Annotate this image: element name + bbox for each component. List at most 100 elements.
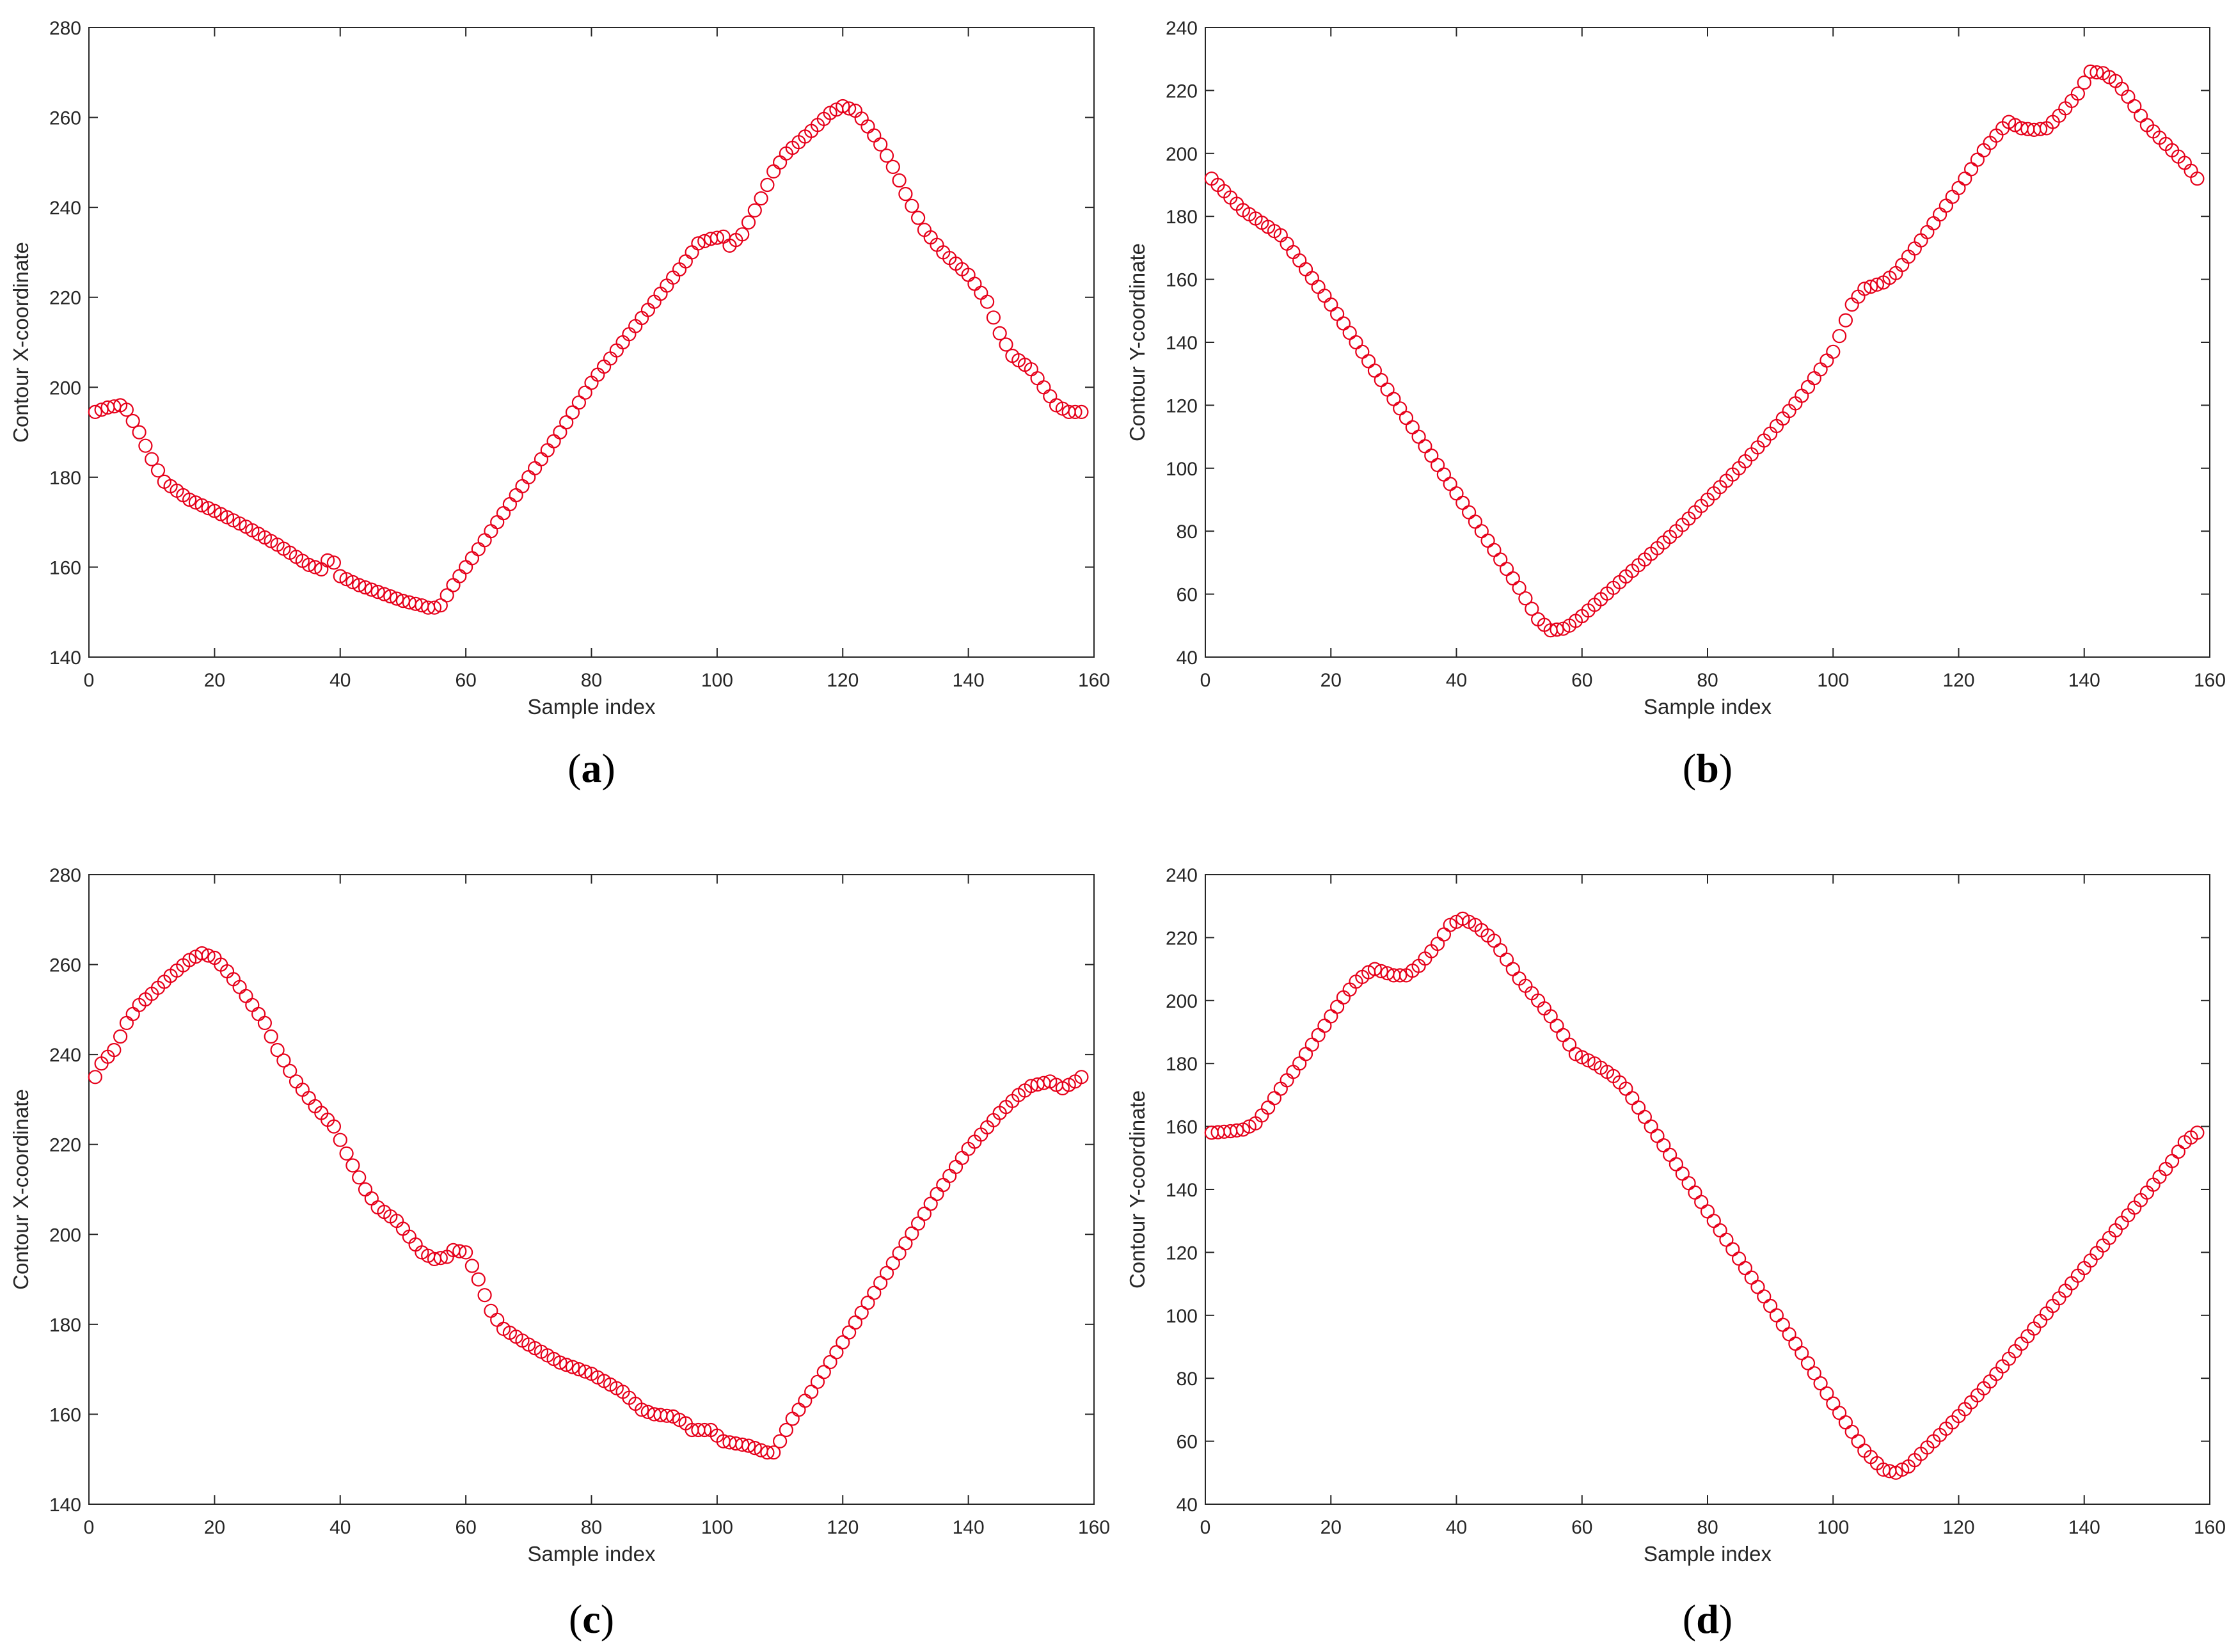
data-point: [1505, 571, 1520, 586]
data-point: [232, 980, 247, 994]
data-point: [1550, 622, 1564, 637]
data-point: [917, 1206, 932, 1221]
data-point: [860, 119, 875, 134]
data-point: [1964, 162, 1979, 177]
panel-label-close-paren: ): [1719, 1596, 1733, 1642]
data-point: [251, 1006, 266, 1022]
data-point: [816, 1365, 831, 1379]
data-point: [596, 359, 612, 374]
y-tick-label: 60: [1177, 585, 1198, 606]
data-point: [1431, 457, 1445, 473]
y-tick-label: 160: [49, 1404, 81, 1426]
x-tick-label: 0: [1200, 1517, 1211, 1538]
data-point: [2077, 75, 2091, 90]
y-tick-label: 260: [49, 955, 81, 976]
data-point: [615, 335, 630, 350]
data-point: [521, 470, 536, 485]
panel-label: (c): [569, 1596, 614, 1642]
x-tick-label: 40: [329, 670, 351, 691]
y-tick-label: 220: [1166, 81, 1198, 102]
data-point: [245, 997, 260, 1012]
series-markers: [1204, 911, 2205, 1480]
data-point: [841, 101, 857, 116]
data-point: [1550, 1019, 1564, 1033]
data-point: [571, 395, 587, 410]
data-point: [2171, 1144, 2185, 1159]
data-point: [841, 1325, 857, 1340]
data-point: [370, 584, 385, 600]
data-point: [1795, 1346, 1809, 1360]
data-point: [1393, 401, 1407, 416]
y-tick-label: 180: [1166, 1054, 1198, 1075]
data-point: [1920, 225, 1935, 239]
y-tick-label: 280: [49, 18, 81, 39]
y-tick-label: 40: [1177, 647, 1198, 669]
data-point: [1374, 372, 1388, 388]
data-point: [772, 1434, 788, 1449]
data-point: [936, 1177, 951, 1193]
data-point: [490, 1312, 505, 1327]
panel-label-open-paren: (: [1683, 1596, 1696, 1642]
x-tick-label: 80: [581, 1517, 602, 1538]
data-point: [905, 1226, 919, 1241]
data-point: [986, 310, 1001, 325]
x-tick-label: 120: [827, 1517, 859, 1538]
data-point: [1681, 1176, 1696, 1191]
x-tick-label: 40: [329, 1517, 351, 1538]
data-point: [854, 1305, 869, 1320]
data-point: [1851, 1434, 1866, 1449]
data-point: [194, 498, 209, 512]
data-point: [201, 501, 216, 516]
y-tick-label: 180: [49, 468, 81, 489]
data-point: [836, 1335, 850, 1350]
data-point: [1907, 241, 1922, 256]
data-point: [578, 385, 592, 400]
y-tick-label: 100: [1166, 1306, 1198, 1327]
data-point: [798, 1394, 813, 1408]
data-point: [1443, 477, 1457, 491]
data-point: [1838, 313, 1853, 328]
data-point: [848, 1315, 863, 1330]
data-point: [1304, 1037, 1319, 1052]
data-point: [948, 1159, 963, 1175]
data-point: [125, 1006, 140, 1022]
x-axis-label: Sample index: [528, 1542, 656, 1566]
data-point: [1800, 379, 1816, 395]
data-point: [1901, 250, 1916, 264]
data-point: [1543, 1009, 1558, 1024]
data-point: [452, 569, 467, 584]
y-tick-label: 240: [49, 198, 81, 219]
y-tick-label: 180: [49, 1315, 81, 1336]
data-point: [974, 285, 988, 300]
y-axis-label: Contour Y-coordinate: [1125, 1090, 1149, 1289]
data-point: [1255, 1108, 1269, 1123]
y-tick-label: 140: [49, 1495, 81, 1516]
data-point: [1782, 1327, 1796, 1342]
data-point: [628, 319, 643, 333]
data-point: [565, 405, 580, 420]
data-point: [591, 367, 605, 382]
data-point: [1267, 1091, 1282, 1106]
data-point: [1838, 1415, 1853, 1430]
data-point: [2159, 1161, 2173, 1177]
data-point: [132, 425, 147, 440]
data-point: [2114, 81, 2129, 96]
y-tick-label: 160: [1166, 1117, 1198, 1138]
data-point: [88, 404, 102, 420]
data-point: [1311, 1028, 1326, 1043]
data-point: [377, 587, 392, 601]
x-tick-label: 20: [204, 1517, 225, 1538]
data-point: [1336, 316, 1351, 331]
data-point: [1958, 171, 1972, 186]
data-point: [892, 1246, 907, 1260]
axes-box: [88, 874, 1095, 1505]
x-tick-label: 40: [1446, 1517, 1467, 1538]
x-tick-label: 100: [701, 670, 733, 691]
data-point: [640, 303, 656, 317]
series-markers: [88, 946, 1089, 1460]
x-tick-label: 160: [1078, 670, 1110, 691]
data-point: [910, 210, 926, 225]
data-point: [1436, 467, 1451, 482]
data-point: [1273, 1081, 1288, 1096]
x-tick-label: 140: [2068, 1517, 2100, 1538]
